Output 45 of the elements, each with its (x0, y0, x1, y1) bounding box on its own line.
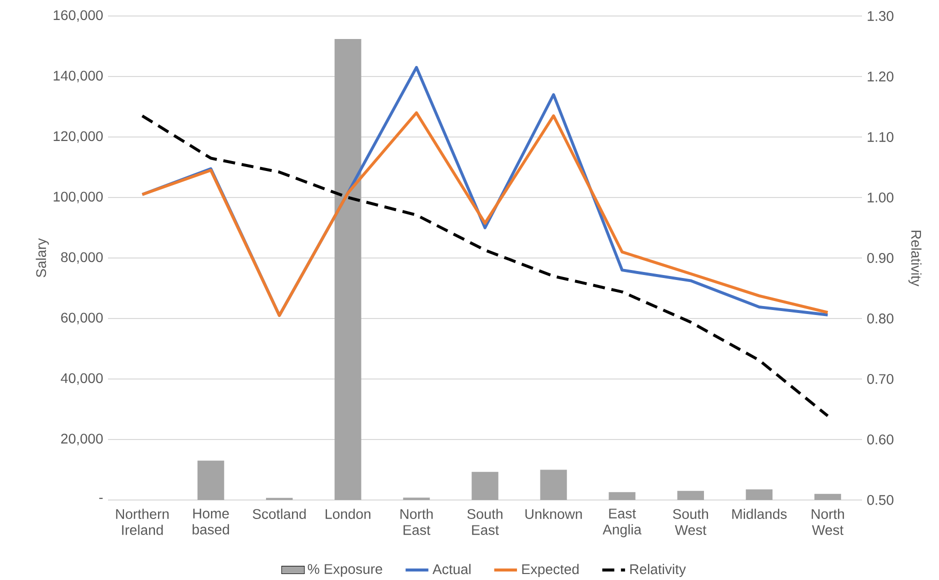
legend-label: Expected (522, 564, 579, 577)
bar (608, 492, 636, 500)
legend-label: Actual (432, 564, 470, 574)
y2-tick-label: 0.70 (867, 374, 894, 384)
y2-tick-label: 1.00 (868, 192, 894, 202)
y-tick-label: 20,000 (61, 434, 103, 446)
y-tick-label: 140,000 (54, 70, 103, 82)
y2-tick-label: 0.60 (867, 434, 894, 444)
y-tick-label: 80,000 (61, 252, 103, 264)
x-tick-label: Home based (192, 508, 229, 534)
y2-tick-label: 0.90 (867, 253, 894, 263)
x-tick-label: North West (812, 508, 844, 535)
bar (334, 38, 362, 500)
y-axis-title: Salary (36, 238, 49, 278)
y2-tick-label: 1.10 (868, 132, 894, 142)
y-tick-label: - (99, 498, 103, 499)
y2-tick-label: 1.30 (868, 11, 894, 21)
x-tick-label: South East (467, 508, 502, 535)
y-tick-label: 100,000 (54, 192, 103, 204)
x-tick-label: Scotland (252, 508, 306, 519)
y2-tick-label: 1.20 (868, 72, 894, 82)
x-tick-label: South West (672, 508, 708, 535)
bar (746, 489, 773, 500)
y-tick-label: 40,000 (60, 373, 103, 385)
y-tick-label: 120,000 (54, 131, 103, 143)
x-tick-label: Northern Ireland (116, 508, 169, 535)
x-tick-label: North East (400, 508, 433, 535)
y2-tick-label: 0.50 (867, 495, 894, 505)
legend-label: Relativity (630, 564, 686, 577)
y2-tick-label: 0.80 (867, 314, 894, 324)
bar (540, 470, 567, 500)
y-tick-label: 160,000 (54, 10, 103, 22)
bar (472, 472, 498, 500)
x-tick-label: Midlands (732, 508, 787, 519)
bar (197, 460, 224, 500)
legend-label: % Exposure (308, 564, 382, 577)
x-tick-label: Unknown (525, 508, 582, 519)
line-series (140, 114, 830, 418)
bar (677, 490, 704, 500)
bar (814, 494, 842, 500)
line-series (140, 111, 830, 317)
x-tick-label: London (326, 508, 370, 519)
x-tick-label: East Anglia (602, 508, 642, 538)
y2-axis-title: Relativity (908, 230, 922, 286)
y-tick-label: 60,000 (61, 312, 103, 324)
